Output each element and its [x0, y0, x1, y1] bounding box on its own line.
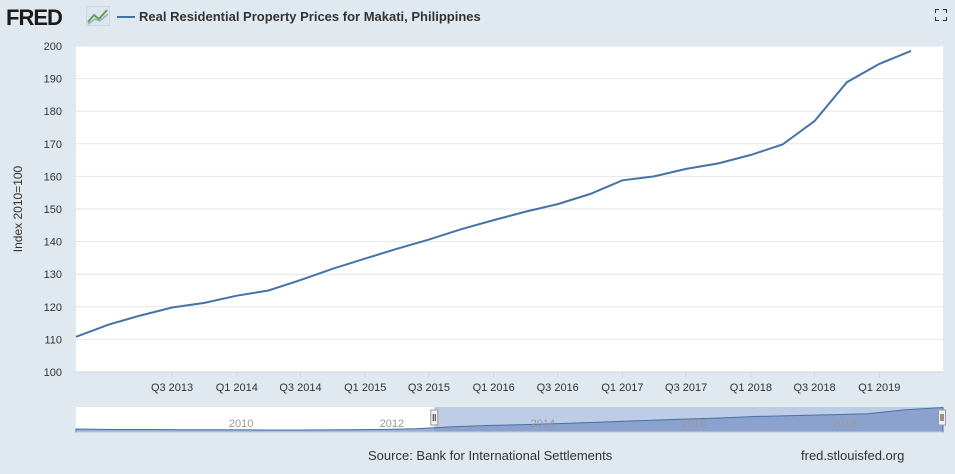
navigator-handle-right[interactable]: [938, 409, 946, 426]
x-tick-label: Q1 2015: [344, 382, 386, 394]
y-tick-label: 110: [44, 334, 62, 346]
navigator-label: 2016: [681, 418, 705, 430]
x-tick-label: Q3 2015: [408, 382, 450, 394]
navigator-handle[interactable]: [430, 409, 439, 426]
chart-header: FRED Real Residential Property Prices fo…: [0, 0, 955, 34]
x-tick-label: Q3 2013: [151, 382, 193, 394]
site-link[interactable]: fred.stlouisfed.org: [801, 448, 905, 463]
y-tick-label: 180: [44, 106, 62, 118]
y-tick-label: 100: [44, 367, 62, 379]
y-axis: 100 110 120 130 140 150 160 170 180 190 200: [44, 41, 62, 379]
x-axis: Q3 2013 Q1 2014 Q3 2014 Q1 2015 Q3 2015 Q1 20…: [76, 371, 943, 394]
navigator[interactable]: 2010 2012 2014 2016 2018: [75, 406, 946, 433]
y-axis-label: Index 2010=100: [11, 165, 25, 252]
y-tick-label: 160: [44, 171, 62, 183]
navigator-label: 2014: [531, 418, 555, 430]
legend-line: [117, 16, 135, 18]
line-chart-icon: [86, 6, 110, 26]
y-tick-label: 120: [44, 302, 62, 314]
fred-logo[interactable]: FRED: [6, 5, 63, 30]
y-tick-label: 170: [44, 139, 62, 151]
x-tick-label: Q3 2018: [793, 382, 835, 394]
navigator-handle-left[interactable]: [430, 409, 439, 426]
chart-title: Real Residential Property Prices for Mak…: [139, 9, 481, 24]
x-tick-label: Q1 2016: [473, 382, 515, 394]
x-tick-label: Q3 2017: [665, 382, 707, 394]
y-tick-label: 200: [44, 41, 62, 53]
navigator-handle[interactable]: [938, 409, 946, 426]
navigator-label: 2018: [832, 418, 856, 430]
x-tick-label: Q1 2014: [216, 382, 258, 394]
y-tick-label: 130: [44, 269, 62, 281]
y-tick-label: 140: [44, 237, 62, 249]
y-tick-label: 150: [44, 204, 62, 216]
x-tick-label: Q3 2016: [537, 382, 579, 394]
x-tick-label: Q1 2018: [730, 382, 772, 394]
x-tick-label: Q3 2014: [279, 382, 321, 394]
x-tick-label: Q1 2019: [858, 382, 900, 394]
navigator-series: [75, 406, 944, 433]
y-tick-label: 190: [44, 74, 62, 86]
navigator-label: 2010: [229, 418, 253, 430]
navigator-label: 2012: [380, 418, 404, 430]
x-tick-label: Q1 2017: [601, 382, 643, 394]
series-line: [75, 49, 912, 338]
source-note: Source: Bank for International Settlemen…: [368, 448, 613, 463]
